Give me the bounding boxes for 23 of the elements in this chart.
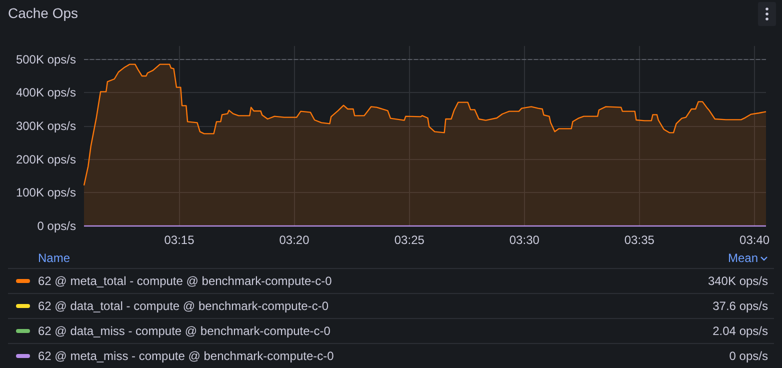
y-tick-label: 100K ops/s [16, 186, 76, 200]
text: Mean [728, 251, 759, 265]
text: Name [38, 251, 70, 265]
text: 0 ops/s [729, 349, 768, 363]
y-tick-label: 500K ops/s [16, 52, 76, 66]
chart-title: Cache Ops [8, 5, 78, 21]
x-tick-label: 03:20 [279, 233, 310, 247]
y-tick-label: 400K ops/s [16, 86, 76, 100]
x-tick-label: 03:15 [164, 233, 195, 247]
y-tick-label: 200K ops/s [16, 152, 76, 166]
x-tick-label: 03:35 [624, 233, 655, 247]
text: 2.04 ops/s [712, 324, 768, 338]
y-tick-label: 0 ops/s [37, 219, 76, 233]
text: 37.6 ops/s [712, 299, 768, 313]
legend-label: 62 @ meta_miss - compute @ benchmark-compute-c-0 [38, 349, 334, 363]
text: 340K ops/s [708, 274, 768, 288]
legend-label: 62 @ meta_total - compute @ benchmark-compute-c-0 [38, 274, 332, 288]
legend-label: 62 @ data_miss - compute @ benchmark-compute-c-0 [38, 324, 330, 338]
x-tick-label: 03:25 [394, 233, 425, 247]
legend-label: 62 @ data_total - compute @ benchmark-compute-c-0 [38, 299, 328, 313]
x-tick-label: 03:30 [509, 233, 540, 247]
x-tick-label: 03:40 [740, 233, 770, 247]
y-tick-label: 300K ops/s [16, 119, 76, 133]
